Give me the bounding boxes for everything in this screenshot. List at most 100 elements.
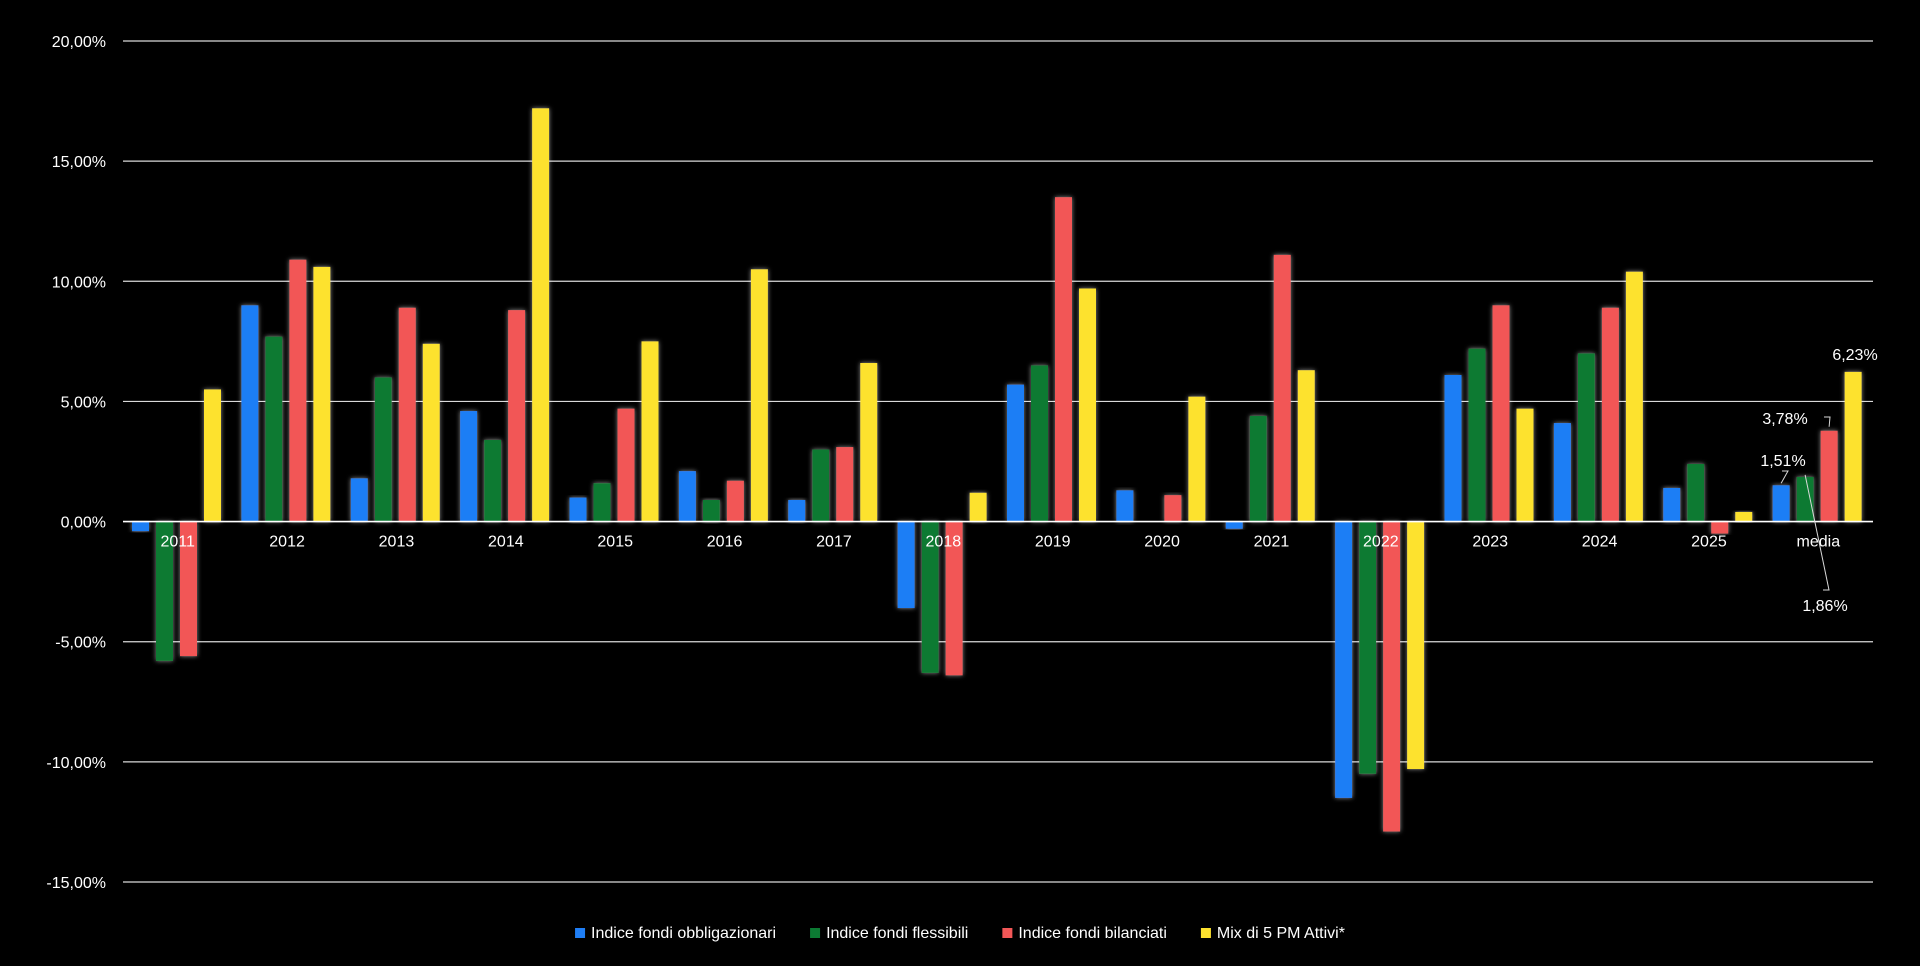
- bar-2025-series-4: [1735, 511, 1753, 522]
- x-axis-categories: 2011 2012 2013 2014 2015 2016 2017 2018 2019 2020…: [160, 534, 1840, 551]
- bar-2021-series-2: [1249, 415, 1267, 522]
- legend-label: Mix di 5 PM Attivi*: [1217, 925, 1345, 942]
- bar-2025-series-1: [1663, 487, 1681, 522]
- bar-2012-series-3: [289, 259, 307, 522]
- category-label: 2011: [160, 534, 195, 551]
- bar-2011-series-2: [156, 521, 173, 661]
- category-label: 2016: [707, 534, 743, 551]
- y-tick-label: -10,00%: [46, 755, 106, 772]
- bar-2023-series-2: [1468, 348, 1486, 522]
- data-label-leader-line: [1824, 416, 1831, 427]
- bar-2024-series-4: [1625, 271, 1643, 522]
- bar-2024-series-3: [1601, 307, 1619, 522]
- data-labels: 1,51% 1,86% 3,78% 6,23%: [1760, 347, 1877, 615]
- y-axis-ticks: 20,00% 15,00% 10,00% 5,00% 0,00% -5,00% -10,00…: [46, 34, 106, 892]
- category-label: 2020: [1144, 534, 1180, 551]
- category-label: 2014: [488, 534, 524, 551]
- bar-2018-series-1: [897, 521, 915, 609]
- legend-swatch: [575, 928, 586, 938]
- legend-label: Indice fondi flessibili: [826, 925, 968, 942]
- category-label: 2024: [1582, 534, 1618, 551]
- bar-2018-series-3: [945, 521, 963, 676]
- bar-2022-series-3: [1383, 521, 1401, 832]
- bar-2022-series-4: [1407, 521, 1425, 770]
- y-tick-label: 5,00%: [61, 394, 106, 411]
- legend-swatch: [1200, 928, 1211, 938]
- bar-2017-series-2: [812, 449, 830, 522]
- bar-2023-series-4: [1516, 408, 1534, 522]
- bar-2014-series-2: [484, 439, 502, 522]
- bar-2023-series-1: [1444, 374, 1462, 522]
- legend-label: Indice fondi bilanciati: [1018, 925, 1167, 942]
- bar-2015-series-4: [641, 341, 659, 522]
- bar-2019-series-4: [1079, 288, 1096, 522]
- bar-2012-series-2: [265, 336, 283, 522]
- bar-2013-series-2: [374, 377, 392, 522]
- bar-2011-series-3: [180, 521, 197, 657]
- legend-swatch: [1002, 928, 1013, 938]
- bar-2014-series-3: [508, 310, 526, 522]
- data-label: 6,23%: [1832, 347, 1877, 364]
- bar-2017-series-3: [836, 447, 854, 522]
- bar-2020-series-4: [1188, 396, 1206, 522]
- category-label: 2023: [1472, 534, 1508, 551]
- category-label: media: [1797, 534, 1841, 551]
- legend-item: Mix di 5 PM Attivi*: [1200, 925, 1345, 942]
- bar-2016-series-2: [702, 499, 720, 522]
- y-tick-label: 10,00%: [52, 274, 106, 291]
- bar-2019-series-2: [1031, 365, 1048, 522]
- category-label: 2019: [1035, 534, 1071, 551]
- bar-2018-series-4: [969, 492, 987, 522]
- category-label: 2012: [269, 534, 305, 551]
- bar-2020-series-3: [1164, 495, 1182, 522]
- bar-2013-series-1: [350, 478, 368, 522]
- bar-2019-series-3: [1055, 197, 1072, 522]
- y-tick-label: -5,00%: [55, 635, 106, 652]
- bar-2017-series-1: [788, 499, 806, 522]
- category-label: 2022: [1363, 534, 1399, 551]
- bar-2013-series-3: [398, 307, 416, 522]
- bar-media-series-2: [1796, 476, 1814, 522]
- legend: Indice fondi obbligazionari Indice fondi …: [575, 925, 1345, 942]
- bar-2025-series-2: [1687, 463, 1705, 522]
- bar-2015-series-2: [593, 483, 611, 522]
- bar-2014-series-4: [532, 108, 550, 522]
- category-label: 2013: [379, 534, 415, 551]
- bar-2013-series-4: [422, 343, 440, 522]
- data-label: 3,78%: [1762, 411, 1807, 428]
- bar-2016-series-3: [726, 480, 744, 522]
- bar-media-series-1: [1772, 485, 1790, 522]
- bar-2012-series-4: [313, 266, 331, 522]
- bar-2016-series-4: [750, 269, 768, 522]
- legend-swatch: [810, 928, 821, 938]
- category-label: 2021: [1254, 534, 1290, 551]
- bar-2016-series-1: [678, 471, 696, 522]
- bar-2015-series-1: [569, 497, 587, 522]
- bar-2025-series-3: [1711, 521, 1729, 534]
- category-label: 2025: [1691, 534, 1727, 551]
- bar-2024-series-1: [1553, 423, 1571, 522]
- category-label: 2017: [816, 534, 852, 551]
- y-tick-label: 0,00%: [61, 515, 106, 532]
- data-label: 1,86%: [1802, 598, 1847, 615]
- bar-2012-series-1: [241, 305, 259, 522]
- y-tick-label: -15,00%: [46, 875, 106, 892]
- bar-2021-series-3: [1273, 254, 1291, 522]
- legend-item: Indice fondi obbligazionari: [575, 925, 776, 942]
- bar-2022-series-2: [1359, 521, 1377, 774]
- y-tick-label: 20,00%: [52, 34, 106, 51]
- bar-2020-series-1: [1116, 490, 1134, 522]
- data-label-leader-line: [1804, 474, 1830, 591]
- legend-item: Indice fondi flessibili: [810, 925, 968, 942]
- bar-2021-series-1: [1225, 521, 1243, 529]
- bar-2021-series-4: [1297, 370, 1315, 522]
- bar-2022-series-1: [1335, 521, 1353, 798]
- bar-media-series-3: [1820, 430, 1838, 522]
- legend-label: Indice fondi obbligazionari: [591, 925, 776, 942]
- bar-2015-series-3: [617, 408, 635, 522]
- bar-2023-series-3: [1492, 305, 1510, 522]
- bar-2011-series-1: [132, 521, 149, 532]
- data-label: 1,51%: [1760, 453, 1805, 470]
